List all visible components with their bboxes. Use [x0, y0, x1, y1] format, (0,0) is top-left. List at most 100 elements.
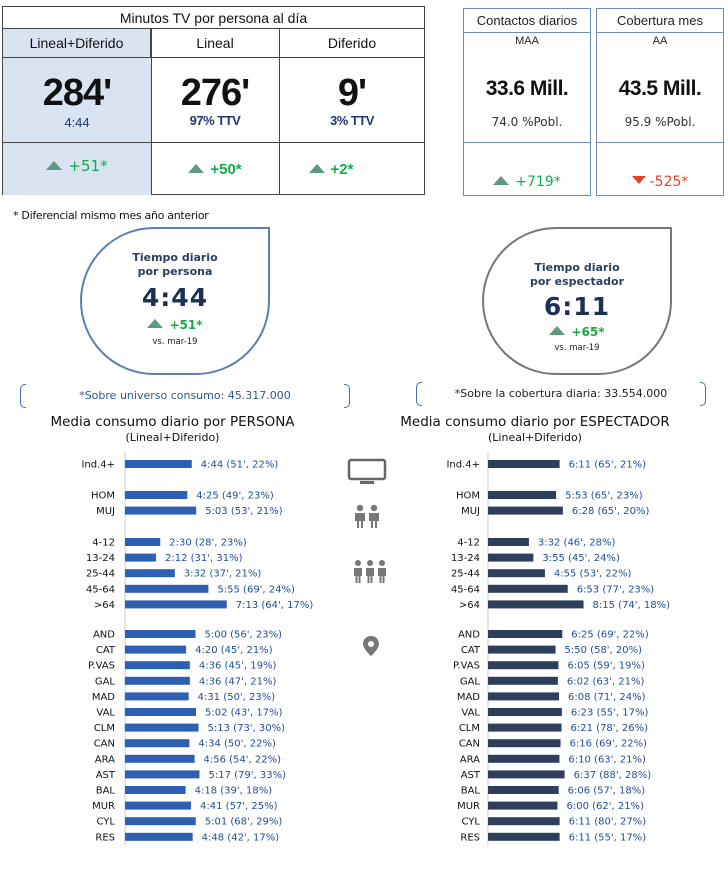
summary-col-header: Lineal+Diferido [3, 29, 151, 58]
divider [151, 29, 152, 195]
category-label: 13-24 [86, 553, 115, 564]
kpi-cobertura-mes: Cobertura mes AA 43.5 Mill. 95.9 %Pobl. … [596, 8, 724, 196]
data-label: 4:36 (47', 21%) [199, 676, 277, 687]
data-label: 6:53 (77', 23%) [577, 584, 655, 595]
data-label: 4:41 (57', 25%) [200, 801, 278, 812]
trend-up-icon [46, 161, 63, 170]
data-label: 5:00 (56', 23%) [205, 630, 283, 641]
data-label: 3:32 (37', 21%) [184, 569, 262, 580]
category-label: Ind.4+ [446, 460, 480, 471]
trend-up-icon [308, 164, 325, 173]
category-label: MAD [92, 692, 115, 703]
chart-title-persona: Media consumo diario por PERSONA [50, 414, 295, 430]
bar [125, 723, 199, 732]
bar [488, 600, 584, 609]
bar [125, 569, 175, 578]
data-label: 4:56 (54', 22%) [204, 754, 282, 765]
category-label: CYL [462, 817, 481, 828]
bar [488, 645, 556, 654]
kpi-sub: MAA [515, 35, 539, 47]
category-label: MUJ [461, 506, 480, 517]
data-label: 5:17 (79', 33%) [208, 770, 286, 781]
category-label: CYL [97, 817, 116, 828]
summary-value: 276' [180, 72, 250, 114]
category-label: BAL [461, 786, 481, 797]
trend-up-icon [188, 164, 205, 173]
category-label: AST [96, 770, 116, 781]
category-label: 4-12 [457, 538, 480, 549]
category-label: 25-44 [451, 569, 480, 580]
bar [125, 506, 197, 515]
category-label: CAT [461, 645, 481, 656]
bar [488, 584, 568, 593]
summary-delta: +2* [258, 161, 404, 178]
bubble-tiempo-espectador: Tiempo diario por espectador 6:11 +65* vs… [482, 227, 672, 375]
kpi-value: 33.6 Mill. [485, 77, 569, 100]
kpi-value: 43.5 Mill. [618, 77, 702, 100]
category-label: CAT [96, 645, 116, 656]
category-label: 13-24 [451, 553, 480, 564]
data-label: 6:23 (55', 17%) [571, 708, 649, 719]
data-label: 8:15 (74', 18%) [593, 600, 671, 611]
bubble-value: 4:44 [141, 283, 209, 312]
bar [125, 460, 192, 468]
category-label: P.VAS [88, 661, 115, 672]
bar [488, 630, 563, 638]
chart-title-espectador: Media consumo diario por ESPECTADOR [400, 414, 670, 430]
bar [488, 553, 534, 562]
category-label: CAN [94, 739, 115, 750]
category-label: Ind.4+ [81, 460, 115, 471]
category-label: HOM [91, 491, 115, 502]
trend-down-icon [631, 176, 646, 184]
category-label: GAL [460, 676, 481, 687]
bubble-title: Tiempo diario por espectador [529, 261, 625, 288]
bars-persona: Ind.4+ 4:44 (51', 22%) HOM 4:25 (49', 23%) M… [81, 460, 313, 844]
category-label: HOM [456, 491, 480, 502]
data-label: 6:06 (57', 18%) [568, 786, 646, 797]
bar [488, 661, 559, 670]
bar [488, 817, 560, 826]
chart-subtitle-espectador: (Lineal+Diferido) [488, 431, 582, 444]
data-label: 6:11 (65', 21%) [569, 460, 647, 471]
data-label: 6:08 (71', 24%) [568, 692, 646, 703]
kpi-delta: -525* [597, 174, 723, 190]
divider [279, 29, 280, 195]
summary-col-header: Lineal [151, 29, 279, 58]
category-label: 4-12 [92, 538, 115, 549]
bubble-value: 6:11 [543, 292, 611, 321]
bar [488, 754, 560, 763]
category-label: 45-64 [86, 584, 115, 595]
bar [488, 692, 560, 701]
summary-col-diferido: Diferido 9' 3% TTV [279, 29, 425, 195]
bar [488, 723, 562, 732]
data-label: 4:44 (51', 22%) [201, 460, 279, 471]
data-label: 5:55 (69', 24%) [217, 584, 295, 595]
bar [488, 491, 557, 499]
trend-up-icon [549, 326, 566, 335]
bar [488, 832, 560, 841]
summary-sub: 97% TTV [189, 113, 241, 128]
bar [125, 754, 195, 763]
data-label: 6:11 (55', 17%) [569, 832, 647, 843]
category-label: MUR [92, 801, 115, 812]
data-label: 5:02 (43', 17%) [205, 708, 283, 719]
summary-col-header: Diferido [279, 29, 425, 58]
data-label: 4:31 (50', 23%) [198, 692, 276, 703]
category-label: ARA [460, 754, 480, 765]
category-label: >64 [94, 600, 115, 611]
summary-sub: 3% TTV [330, 113, 374, 128]
divider [151, 142, 425, 143]
data-label: 2:12 (31', 31%) [165, 553, 243, 564]
category-label: >64 [459, 600, 480, 611]
divider [597, 142, 723, 143]
category-label: CAN [459, 739, 480, 750]
bubble-vs: vs. mar-19 [152, 337, 198, 347]
data-label: 6:25 (69', 22%) [571, 630, 649, 641]
category-label: MAD [457, 692, 480, 703]
summary-title: Minutos TV por persona al día [3, 7, 424, 29]
category-label: ARA [95, 754, 115, 765]
bar [488, 569, 545, 578]
bubble-delta: +65* [484, 325, 670, 339]
data-label: 4:36 (45', 19%) [199, 661, 277, 672]
